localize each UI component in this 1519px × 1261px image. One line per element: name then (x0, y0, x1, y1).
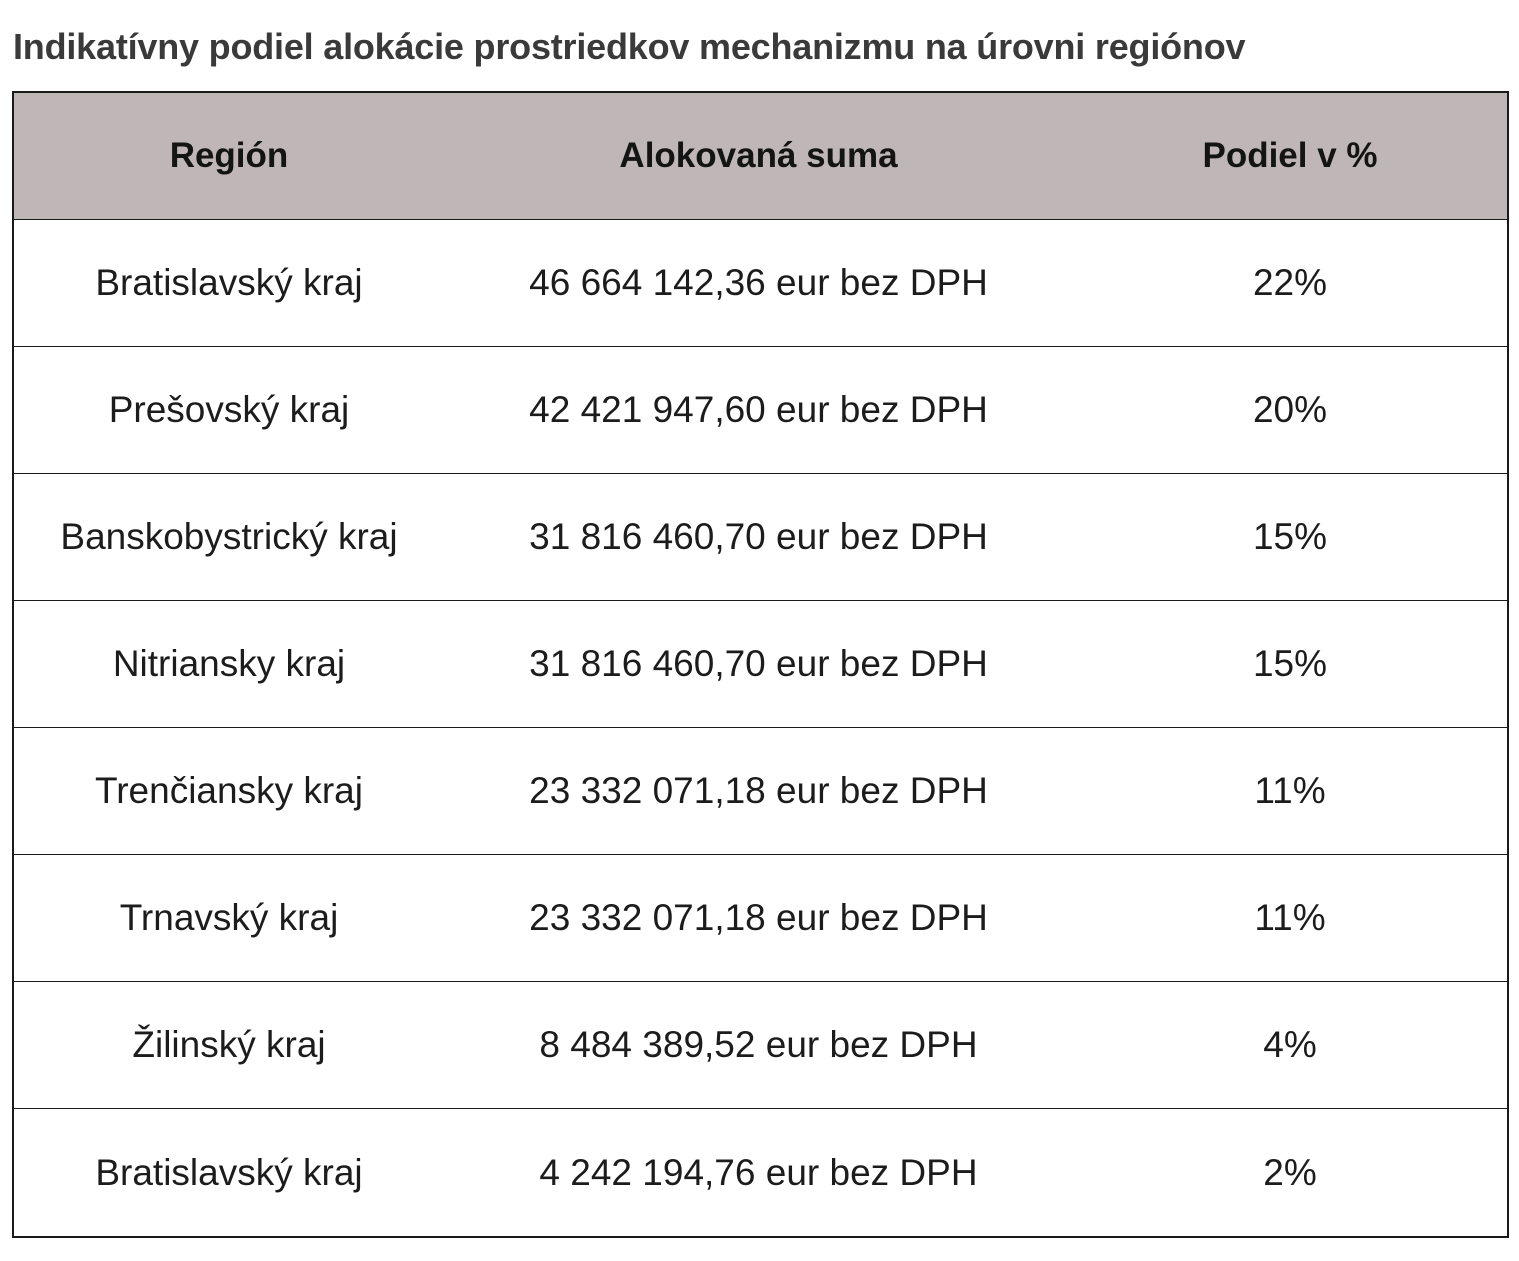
region-cell: Bratislavský kraj (13, 1108, 444, 1237)
table-row: Bratislavský kraj 4 242 194,76 eur bez D… (13, 1108, 1508, 1237)
share-cell: 15% (1073, 473, 1508, 601)
table-row: Trenčiansky kraj 23 332 071,18 eur bez D… (13, 727, 1508, 855)
table-row: Bratislavský kraj 46 664 142,36 eur bez … (13, 219, 1508, 347)
region-cell: Trenčiansky kraj (13, 727, 444, 855)
share-cell: 11% (1073, 727, 1508, 855)
share-cell: 22% (1073, 219, 1508, 347)
column-header-region: Región (13, 92, 444, 220)
table-row: Trnavský kraj 23 332 071,18 eur bez DPH … (13, 854, 1508, 982)
region-cell: Trnavský kraj (13, 854, 444, 982)
region-cell: Banskobystrický kraj (13, 473, 444, 601)
table-header-row: Región Alokovaná suma Podiel v % (13, 92, 1508, 220)
amount-cell: 31 816 460,70 eur bez DPH (444, 600, 1073, 728)
column-header-share: Podiel v % (1073, 92, 1508, 220)
amount-cell: 23 332 071,18 eur bez DPH (444, 854, 1073, 982)
table-row: Prešovský kraj 42 421 947,60 eur bez DPH… (13, 346, 1508, 474)
region-cell: Prešovský kraj (13, 346, 444, 474)
amount-cell: 31 816 460,70 eur bez DPH (444, 473, 1073, 601)
share-cell: 4% (1073, 981, 1508, 1109)
region-cell: Žilinský kraj (13, 981, 444, 1109)
share-cell: 20% (1073, 346, 1508, 474)
amount-cell: 42 421 947,60 eur bez DPH (444, 346, 1073, 474)
table-row: Žilinský kraj 8 484 389,52 eur bez DPH 4… (13, 981, 1508, 1109)
region-cell: Nitriansky kraj (13, 600, 444, 728)
table-row: Nitriansky kraj 31 816 460,70 eur bez DP… (13, 600, 1508, 728)
table-row: Banskobystrický kraj 31 816 460,70 eur b… (13, 473, 1508, 601)
amount-cell: 46 664 142,36 eur bez DPH (444, 219, 1073, 347)
share-cell: 15% (1073, 600, 1508, 728)
page-title: Indikatívny podiel alokácie prostriedkov… (13, 26, 1246, 67)
column-header-amount: Alokovaná suma (444, 92, 1073, 220)
share-cell: 2% (1073, 1108, 1508, 1237)
amount-cell: 8 484 389,52 eur bez DPH (444, 981, 1073, 1109)
amount-cell: 23 332 071,18 eur bez DPH (444, 727, 1073, 855)
share-cell: 11% (1073, 854, 1508, 982)
amount-cell: 4 242 194,76 eur bez DPH (444, 1108, 1073, 1237)
region-cell: Bratislavský kraj (13, 219, 444, 347)
allocation-table: Región Alokovaná suma Podiel v % Bratisl… (12, 91, 1509, 1238)
